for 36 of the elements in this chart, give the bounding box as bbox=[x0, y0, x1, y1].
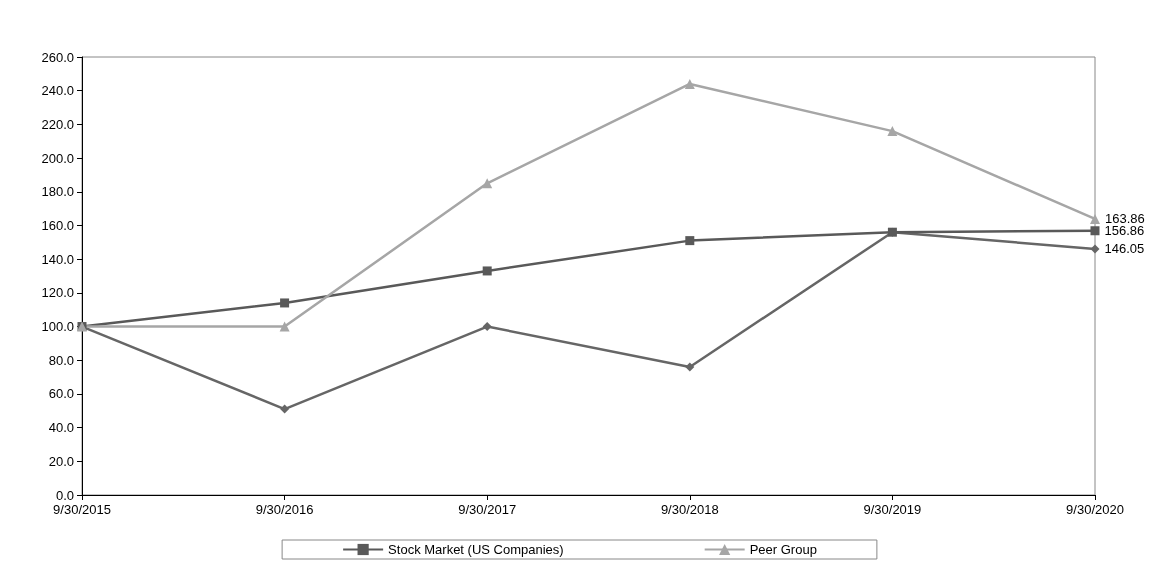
y-tick-label: 80.0 bbox=[48, 352, 74, 368]
y-tick-label: 60.0 bbox=[48, 386, 74, 402]
point bbox=[685, 236, 695, 246]
point bbox=[482, 266, 492, 276]
point bbox=[279, 321, 290, 332]
x-tick-label: 9/30/2017 bbox=[458, 502, 517, 517]
y-tick-label: 120.0 bbox=[41, 285, 74, 301]
point bbox=[1090, 226, 1100, 236]
point bbox=[1090, 244, 1100, 254]
point bbox=[482, 322, 492, 332]
point bbox=[1090, 213, 1100, 224]
y-tick-label: 220.0 bbox=[41, 116, 74, 132]
y-tick-label: 100.0 bbox=[41, 319, 74, 335]
point bbox=[280, 404, 290, 414]
x-tick-label: 9/30/2019 bbox=[863, 502, 922, 517]
legend-label: Stock Market (US Companies) bbox=[388, 542, 564, 557]
x-tick-label: 9/30/2020 bbox=[1066, 502, 1124, 517]
x-tick-label: 9/30/2015 bbox=[53, 502, 111, 517]
legend-label: Peer Group bbox=[749, 542, 817, 557]
point bbox=[482, 178, 493, 189]
point bbox=[685, 362, 695, 372]
data-label: 146.05 bbox=[1104, 241, 1145, 257]
y-tick-label: 0.0 bbox=[55, 487, 74, 503]
point bbox=[280, 298, 290, 308]
y-tick-label: 40.0 bbox=[48, 420, 74, 436]
y-tick-label: 160.0 bbox=[41, 217, 74, 233]
y-tick-label: 140.0 bbox=[41, 251, 74, 267]
point bbox=[684, 78, 695, 89]
x-tick-label: 9/30/2016 bbox=[255, 502, 314, 517]
y-tick-label: 260.0 bbox=[41, 49, 74, 65]
point bbox=[887, 126, 898, 137]
y-tick-label: 20.0 bbox=[48, 453, 74, 469]
y-tick-label: 180.0 bbox=[41, 184, 74, 200]
y-tick-label: 240.0 bbox=[41, 83, 74, 99]
y-tick-label: 200.0 bbox=[41, 150, 74, 166]
x-tick-label: 9/30/2018 bbox=[660, 502, 719, 517]
